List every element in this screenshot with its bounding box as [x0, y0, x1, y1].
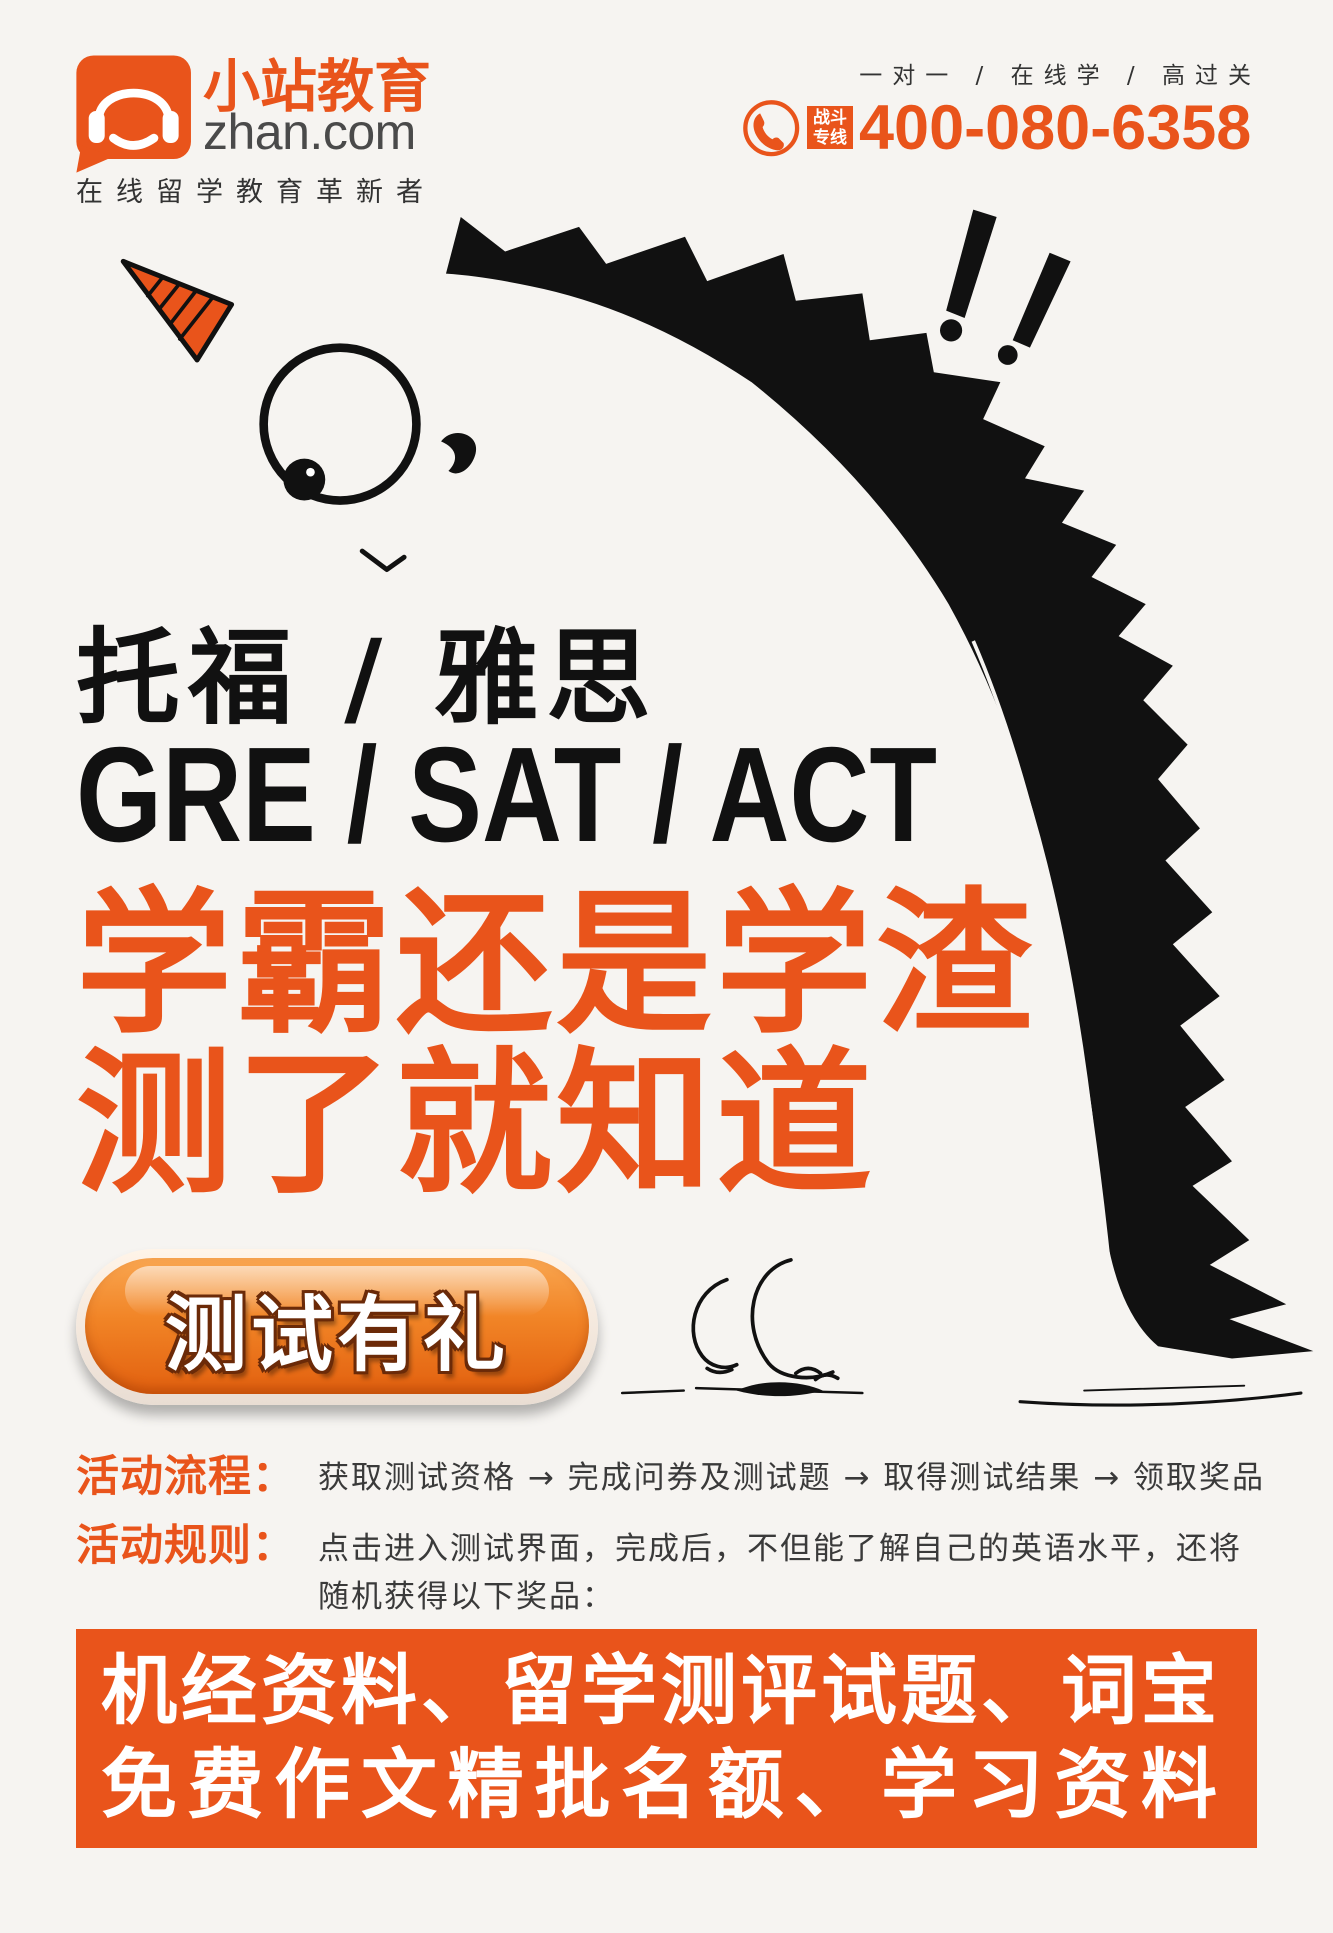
- phone-icon-handset: [753, 113, 784, 151]
- headset-logo-icon: [76, 55, 191, 173]
- ground-lines: [620, 1384, 1303, 1407]
- dinosaur-toe: [794, 1366, 823, 1376]
- hotline-badge: 战斗 专线: [807, 106, 853, 149]
- rules-text-line: 随机获得以下奖品：: [318, 1579, 615, 1615]
- dinosaur-brow-mark: [441, 432, 477, 474]
- logo-smile: [109, 133, 159, 150]
- headline-line: 学霸还是学渣: [76, 873, 1036, 1055]
- dinosaur-toe: [813, 1373, 840, 1382]
- double-exclamation-icon: [939, 209, 1071, 365]
- phone-icon: [743, 100, 800, 157]
- hotline-badge-line: 专线: [813, 128, 847, 148]
- headline: 学霸还是学渣 测了就知道: [76, 884, 1036, 1204]
- dinosaur-toe: [705, 1366, 734, 1375]
- party-hat-icon: [120, 258, 235, 363]
- party-hat-stripe: [157, 282, 181, 312]
- headline-line: 测了就知道: [76, 1033, 876, 1215]
- ground-line: [620, 1389, 685, 1395]
- process-label: 活动流程：: [76, 1452, 296, 1502]
- rules-text: 点击进入测试界面，完成后，不但能了解自己的英语水平，还将 随机获得以下奖品：: [318, 1525, 1242, 1621]
- prizes-line: 机经资料、留学测评试题、词宝: [101, 1646, 1217, 1735]
- party-hat-stripe: [145, 275, 165, 298]
- dinosaur-nose: [359, 548, 407, 573]
- phone-icon-ring: [743, 100, 800, 157]
- rules-label: 活动规则：: [76, 1521, 296, 1571]
- dinosaur-pupil: [283, 458, 326, 501]
- exclamation-dot: [997, 345, 1018, 365]
- ground-line: [1018, 1391, 1303, 1407]
- ground-line: [1083, 1384, 1246, 1392]
- brand-domain: zhan.com: [203, 104, 416, 160]
- hotline-phone-number: 400-080-6358: [859, 93, 1252, 163]
- party-hat-stripe: [178, 296, 214, 341]
- hotline-badge-line: 战斗: [813, 108, 847, 128]
- process-text: 获取测试资格 → 完成问券及测试题 → 取得测试结果 → 领取奖品: [318, 1460, 1266, 1496]
- logo-headband: [94, 88, 174, 122]
- brand-tagline: 在线留学教育革新者: [76, 177, 436, 208]
- party-hat-stripes: [145, 275, 214, 341]
- dinosaur-feet: [691, 1258, 840, 1382]
- ground-line: [694, 1386, 864, 1395]
- rules-text-line: 点击进入测试界面，完成后，不但能了解自己的英语水平，还将: [318, 1531, 1242, 1567]
- dinosaur-eye: [259, 343, 421, 505]
- dinosaur-foot-right: [750, 1258, 835, 1380]
- subjects-chinese: 托福 / 雅思: [76, 617, 659, 739]
- logo-earcup-left: [88, 110, 105, 144]
- subjects-english: GRE / SAT / ACT: [76, 719, 938, 870]
- logo-earcup-right: [162, 110, 179, 144]
- logo-bubble-tail: [76, 145, 114, 173]
- dinosaur-pupil-highlight: [306, 467, 315, 477]
- party-hat-stripe: [168, 289, 198, 327]
- dinosaur-foot-left: [691, 1277, 739, 1370]
- test-gift-button-label: 测试有礼: [164, 1287, 509, 1383]
- ground-shadow: [736, 1382, 823, 1397]
- prizes-line: 免费作文精批名额、学习资料: [101, 1740, 1217, 1829]
- prizes-banner: 机经资料、留学测评试题、词宝 免费作文精批名额、学习资料: [76, 1629, 1257, 1848]
- party-hat-cone: [120, 258, 235, 363]
- exclamation-bar: [1012, 252, 1071, 348]
- brand-name: 小站教育: [203, 54, 431, 120]
- prizes-list: 机经资料、留学测评试题、词宝 免费作文精批名额、学习资料: [101, 1644, 1217, 1832]
- exclamation-dot: [939, 319, 963, 342]
- test-gift-button[interactable]: 测试有礼: [76, 1249, 598, 1405]
- logo-badge: [76, 55, 191, 160]
- header-slogan: 一对一 / 在线学 / 高过关: [859, 63, 1261, 89]
- exclamation-bar: [946, 209, 997, 319]
